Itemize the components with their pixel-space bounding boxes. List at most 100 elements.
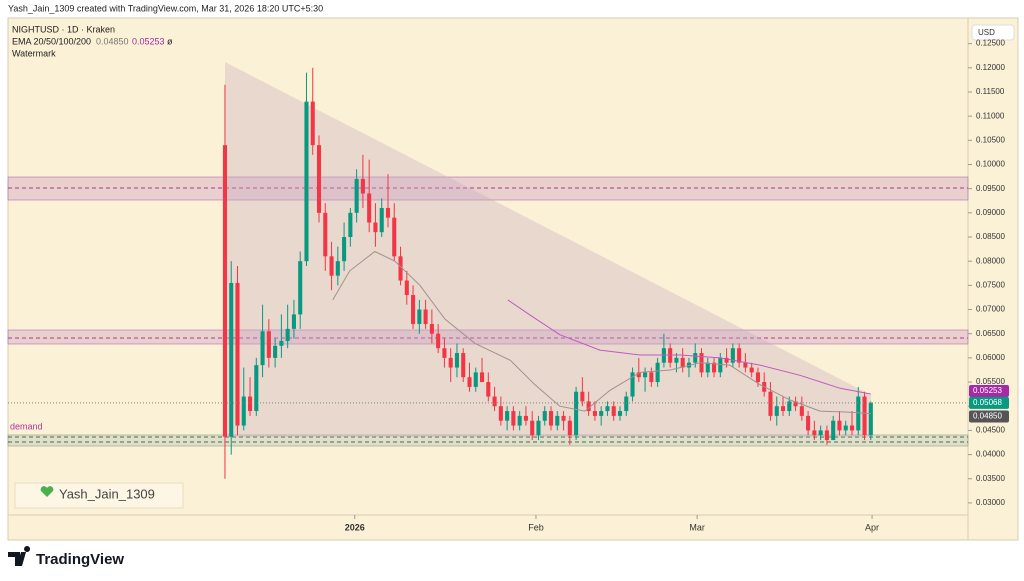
candle-body	[241, 396, 246, 426]
candle-body	[248, 396, 253, 412]
candle-body	[799, 406, 804, 416]
candle-body	[592, 411, 597, 416]
x-tick-label: Feb	[528, 522, 544, 532]
y-tick-label: 0.04000	[976, 450, 1005, 459]
y-tick-label: 0.08500	[976, 232, 1005, 241]
watermark-text: Yash_Jain_1309	[59, 486, 155, 501]
candle-body	[517, 415, 522, 426]
candle-body	[812, 430, 817, 436]
y-tick-label: 0.11000	[976, 111, 1005, 120]
candle-body	[310, 101, 315, 146]
candle-body	[655, 362, 660, 383]
candle-body	[837, 420, 842, 431]
candle-body	[649, 372, 654, 383]
indicator-name: EMA 20/50/100/200	[12, 36, 91, 46]
candle-body	[793, 401, 798, 407]
y-tick-label: 0.06500	[976, 329, 1005, 338]
candle-body	[229, 282, 234, 437]
candle-body	[806, 415, 811, 431]
demand-zone	[7, 434, 969, 447]
candle-body	[266, 331, 271, 358]
candle-body	[674, 357, 679, 363]
candle-body	[787, 401, 792, 412]
candle-body	[849, 425, 855, 431]
candle-body	[611, 406, 616, 416]
candle-body	[536, 420, 541, 436]
y-tick-label: 0.12000	[976, 63, 1005, 72]
heart-icon	[40, 486, 54, 497]
candle-body	[323, 212, 328, 257]
candle-body	[680, 357, 685, 368]
y-tick-label: 0.05500	[976, 377, 1005, 386]
candle-body	[442, 348, 447, 358]
candle-body	[818, 430, 823, 436]
candle-body	[423, 309, 428, 325]
x-tick-label: Apr	[865, 522, 879, 532]
y-tick-label: 0.10500	[976, 135, 1005, 144]
candle-body	[643, 372, 648, 378]
candle-body	[235, 282, 240, 426]
candle-body	[304, 101, 309, 262]
candle-body	[298, 261, 303, 315]
candle-body	[530, 420, 535, 436]
candle-body	[379, 208, 384, 233]
candle-body	[574, 391, 579, 436]
y-tick-label: 0.12500	[976, 39, 1005, 48]
candle-body	[523, 415, 528, 421]
candle-body	[561, 415, 566, 421]
candle-body	[843, 425, 848, 431]
chart-frame	[7, 17, 1019, 541]
price-tag	[969, 384, 1009, 397]
candle-body	[831, 420, 836, 441]
candle-body	[367, 193, 372, 223]
price-tag-label: 0.05068	[973, 398, 1002, 407]
candle-body	[417, 309, 422, 325]
indicator-na: ø	[167, 36, 173, 46]
candle-body	[498, 406, 503, 421]
indicator-value: 0.05253	[132, 36, 165, 46]
candle-body	[342, 237, 347, 262]
candle-body	[636, 372, 641, 378]
price-tag-label: 0.04850	[973, 412, 1002, 421]
x-tick-label: Mar	[689, 522, 705, 532]
y-tick-label: 0.09000	[976, 208, 1005, 217]
currency-box[interactable]	[971, 24, 1015, 41]
candle-body	[279, 340, 284, 346]
candle-body	[856, 396, 861, 431]
y-tick-label: 0.10000	[976, 160, 1005, 169]
candle-body	[555, 415, 560, 426]
candle-body	[448, 357, 453, 368]
candle-body	[824, 430, 829, 441]
candle-body	[486, 382, 491, 397]
candle-body	[599, 411, 604, 416]
candle-body	[780, 406, 786, 412]
y-tick-label: 0.03000	[976, 498, 1005, 507]
y-tick-label: 0.07500	[976, 280, 1005, 289]
candle-body	[467, 377, 472, 387]
symbol-info: NIGHTUSD · 1D · Kraken	[12, 24, 115, 34]
candle-body	[511, 411, 516, 426]
candle-body	[316, 145, 322, 213]
candle-body	[749, 367, 754, 373]
candle-body	[605, 406, 610, 412]
credit: Yash_Jain_1309 created with TradingView.…	[8, 3, 323, 13]
candle-body	[580, 391, 585, 402]
candle-body	[693, 353, 698, 363]
candle-body	[392, 217, 397, 257]
candle-body	[436, 333, 441, 349]
candle-body	[743, 362, 748, 368]
candle-body	[542, 411, 547, 421]
currency: USD	[978, 28, 995, 37]
candle-body	[335, 261, 340, 276]
candle-body	[404, 280, 409, 296]
price-tag	[969, 396, 1009, 409]
candle-body	[461, 353, 466, 378]
watermark-title: Watermark	[12, 48, 56, 58]
candle-body	[360, 178, 365, 194]
candle-body	[768, 391, 773, 416]
candle-body	[222, 145, 227, 437]
candle-body	[737, 348, 742, 363]
ema-line	[332, 250, 871, 414]
candle-body	[862, 396, 867, 436]
candle-body	[774, 406, 779, 416]
